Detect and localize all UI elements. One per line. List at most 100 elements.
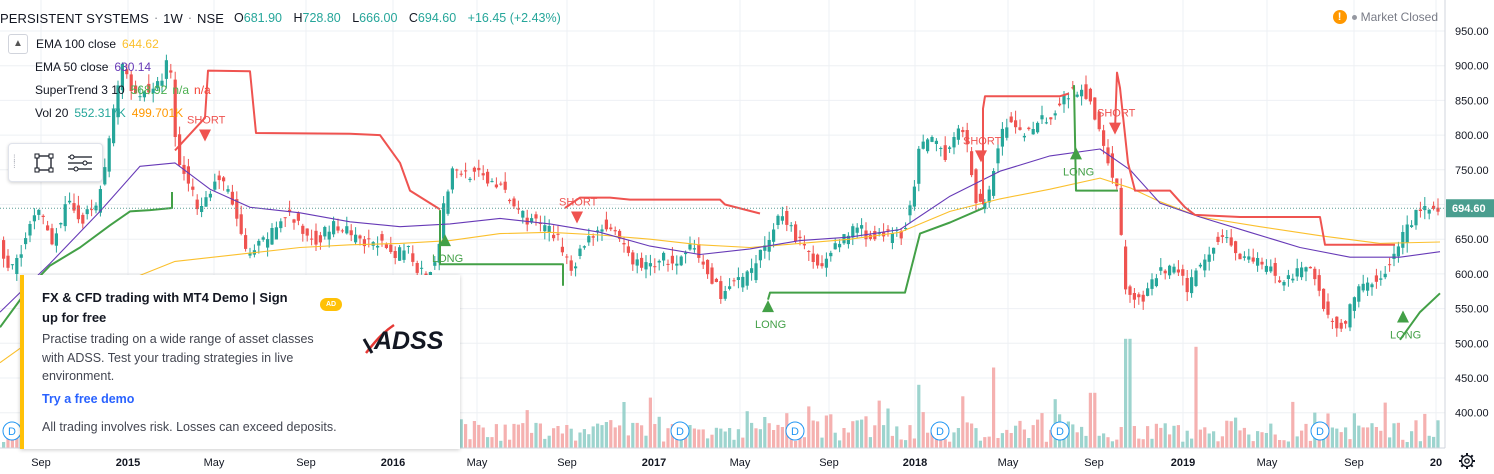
candle xyxy=(125,64,129,79)
candle xyxy=(776,214,780,230)
volume-bar xyxy=(644,435,648,448)
candle-body xyxy=(1396,246,1400,257)
volume-bar xyxy=(472,421,476,448)
candle-body xyxy=(1423,206,1427,211)
ad-cta-link[interactable]: Try a free demo xyxy=(42,392,135,406)
ad-disclaimer: All trading involves risk. Losses can ex… xyxy=(42,420,337,434)
gear-icon[interactable] xyxy=(1458,452,1476,470)
candle-body xyxy=(1286,275,1290,279)
candle xyxy=(1005,118,1009,141)
volume-bar xyxy=(1128,338,1132,449)
object-tree-icon[interactable] xyxy=(67,150,93,176)
candle-body xyxy=(1212,247,1216,254)
volume-bar xyxy=(1405,442,1409,448)
candle-body xyxy=(1159,267,1163,271)
candle-body xyxy=(1124,246,1128,290)
volume-bar xyxy=(1335,428,1339,448)
chart-header: PERSISTENT SYSTEMS · 1W · NSE O681.90 H7… xyxy=(0,8,569,28)
legend-row-volume[interactable]: Vol 20 552.317K 499.701K xyxy=(8,101,211,124)
legend-row-ema100[interactable]: ▲ EMA 100 close 644.62 xyxy=(8,32,211,55)
floating-toolbox[interactable]: ⁞ ⁞ xyxy=(8,143,103,182)
candle-body xyxy=(653,266,657,268)
drag-handle-icon[interactable]: ⁞ ⁞ xyxy=(13,153,16,171)
symbol-name[interactable]: PERSISTENT SYSTEMS xyxy=(0,10,149,26)
candle-body xyxy=(1203,259,1207,271)
volume-bar xyxy=(758,429,762,448)
legend-row-supertrend[interactable]: SuperTrend 3 10 568.92 n/a n/a xyxy=(8,78,211,101)
candle-body xyxy=(833,243,837,250)
candle xyxy=(543,215,547,240)
supertrend-up-line xyxy=(1399,292,1441,341)
candle-body xyxy=(1225,237,1229,239)
dividend-marker[interactable]: D xyxy=(930,421,950,441)
volume-bar xyxy=(794,441,798,448)
market-status[interactable]: ! Market Closed xyxy=(1332,10,1438,24)
candle xyxy=(569,255,573,276)
candle xyxy=(134,80,138,94)
chevron-up-icon[interactable]: ▲ xyxy=(8,33,28,54)
ad-title[interactable]: FX & CFD trading with MT4 Demo | Sign up… xyxy=(42,290,288,325)
volume-bar xyxy=(763,417,767,448)
candle-body xyxy=(1163,270,1167,274)
long-signal: LONG xyxy=(755,300,786,331)
volume-bar xyxy=(1251,441,1255,448)
warning-icon[interactable]: ! xyxy=(1332,10,1347,24)
candle-body xyxy=(987,189,991,203)
candle-body xyxy=(446,191,450,214)
candle xyxy=(653,258,657,274)
candle-body xyxy=(98,189,102,213)
price-axis[interactable]: 950.00900.00850.00800.00750.00700.00650.… xyxy=(1446,26,1494,420)
candle-body xyxy=(829,252,833,257)
candle-body xyxy=(1432,205,1436,209)
candle xyxy=(340,228,344,234)
candle xyxy=(618,229,622,242)
volume-bar xyxy=(842,428,846,448)
candle-body xyxy=(217,175,221,181)
candle-body xyxy=(1150,279,1154,289)
dividend-marker[interactable]: D xyxy=(785,421,805,441)
interval-label[interactable]: 1W xyxy=(163,10,183,26)
candlestick-series xyxy=(2,54,1440,337)
volume-bar xyxy=(1049,429,1053,448)
candle-body xyxy=(1000,128,1004,147)
candle-body xyxy=(499,183,503,185)
candle-body xyxy=(688,244,692,250)
candle xyxy=(147,74,151,95)
volume-bar xyxy=(1418,441,1422,448)
adss-logo[interactable]: ADSS xyxy=(360,319,454,359)
candle-body xyxy=(1414,209,1418,226)
candle-body xyxy=(147,83,151,93)
candle-body xyxy=(631,252,635,265)
candle xyxy=(239,205,243,236)
exchange-label: NSE xyxy=(196,10,225,26)
dividend-marker[interactable]: D xyxy=(1050,421,1070,441)
candle-body xyxy=(582,246,586,248)
volume-bar xyxy=(543,438,547,448)
candle-body xyxy=(138,96,142,98)
candle xyxy=(1071,80,1075,90)
legend-name: Vol 20 xyxy=(35,105,69,120)
selection-frame-icon[interactable] xyxy=(31,150,57,176)
dividend-marker[interactable]: D xyxy=(1310,421,1330,441)
volume-bar xyxy=(1102,433,1106,448)
high-value: 728.80 xyxy=(302,11,341,25)
candle-body xyxy=(604,219,608,230)
candle-body xyxy=(697,244,701,258)
dividend-marker[interactable]: D xyxy=(2,421,22,441)
candle-body xyxy=(802,244,806,246)
candle xyxy=(1146,282,1150,297)
candle xyxy=(393,246,397,265)
legend-row-ema50[interactable]: EMA 50 close 630.14 xyxy=(8,55,211,78)
candle-body xyxy=(1361,283,1365,291)
volume-bar xyxy=(688,425,692,448)
candle-body xyxy=(406,246,410,247)
volume-bar xyxy=(1132,426,1136,448)
candle-body xyxy=(37,209,41,215)
time-axis[interactable]: Sep 2015 May Sep 2016 May Sep 2017 May Sep 2018 May… xyxy=(31,457,1442,469)
dividend-marker[interactable]: D xyxy=(670,421,690,441)
candle xyxy=(961,126,965,138)
candle xyxy=(1361,274,1365,293)
ad-banner[interactable]: FX & CFD trading with MT4 Demo | Sign up… xyxy=(20,275,460,449)
candle xyxy=(486,168,490,187)
candle-body xyxy=(6,255,10,268)
